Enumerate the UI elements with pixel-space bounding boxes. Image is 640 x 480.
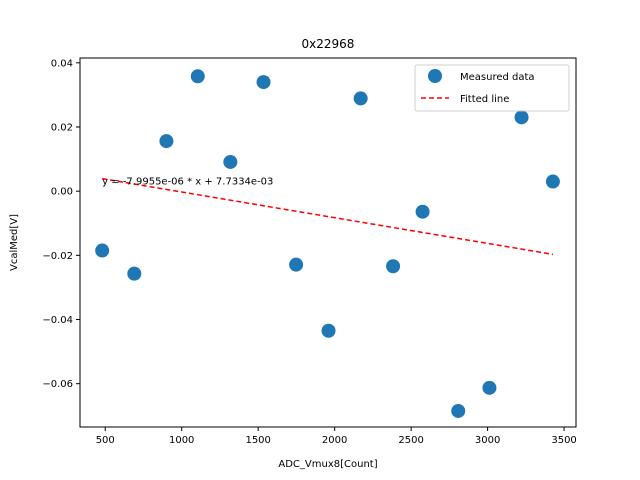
data-point [95,243,110,258]
x-axis-label: ADC_Vmux8[Count] [278,459,377,470]
y-tick-label: −0.04 [42,315,73,326]
x-tick-label: 1500 [245,435,270,446]
data-point [386,259,401,274]
y-axis: −0.06 −0.04 −0.02 0.00 0.02 0.04 [42,58,80,390]
x-tick-label: 1000 [169,435,194,446]
fitted-line [102,177,554,256]
y-tick-label: −0.06 [42,379,73,390]
data-point [159,134,174,149]
legend: Measured data Fitted line [414,64,570,112]
fit-equation-annotation: y = -7.9955e-06 * x + 7.7334e-03 [102,176,273,187]
data-point [190,69,205,84]
axes-frame [79,57,577,428]
data-point [514,110,529,125]
y-axis-label: VcalMed[V] [9,214,20,271]
x-axis: 500 1000 1500 2000 2500 3000 3500 [96,427,577,446]
x-tick-label: 2500 [398,435,423,446]
y-tick-label: 0.02 [51,122,73,133]
data-point [256,75,271,90]
data-point [223,154,238,169]
x-tick-label: 3000 [475,435,500,446]
data-point [353,91,368,106]
data-point [482,380,497,395]
data-point [321,323,336,338]
legend-box [414,64,570,112]
data-point [127,266,142,281]
chart-title: 0x22968 [302,37,355,51]
x-tick-label: 500 [96,435,115,446]
data-point [451,403,466,418]
x-tick-label: 2000 [322,435,347,446]
x-tick-label: 3500 [551,435,576,446]
legend-marker-measured-data [428,69,442,83]
plot-area: y = -7.9955e-06 * x + 7.7334e-03 [95,69,560,418]
legend-label-measured-data: Measured data [460,72,535,83]
data-point [545,174,560,189]
y-tick-label: 0.00 [51,187,73,198]
data-point [415,204,430,219]
legend-label-fitted-line: Fitted line [460,94,509,105]
y-tick-label: 0.04 [51,58,73,69]
data-point [289,257,304,272]
y-tick-label: −0.02 [42,251,73,262]
